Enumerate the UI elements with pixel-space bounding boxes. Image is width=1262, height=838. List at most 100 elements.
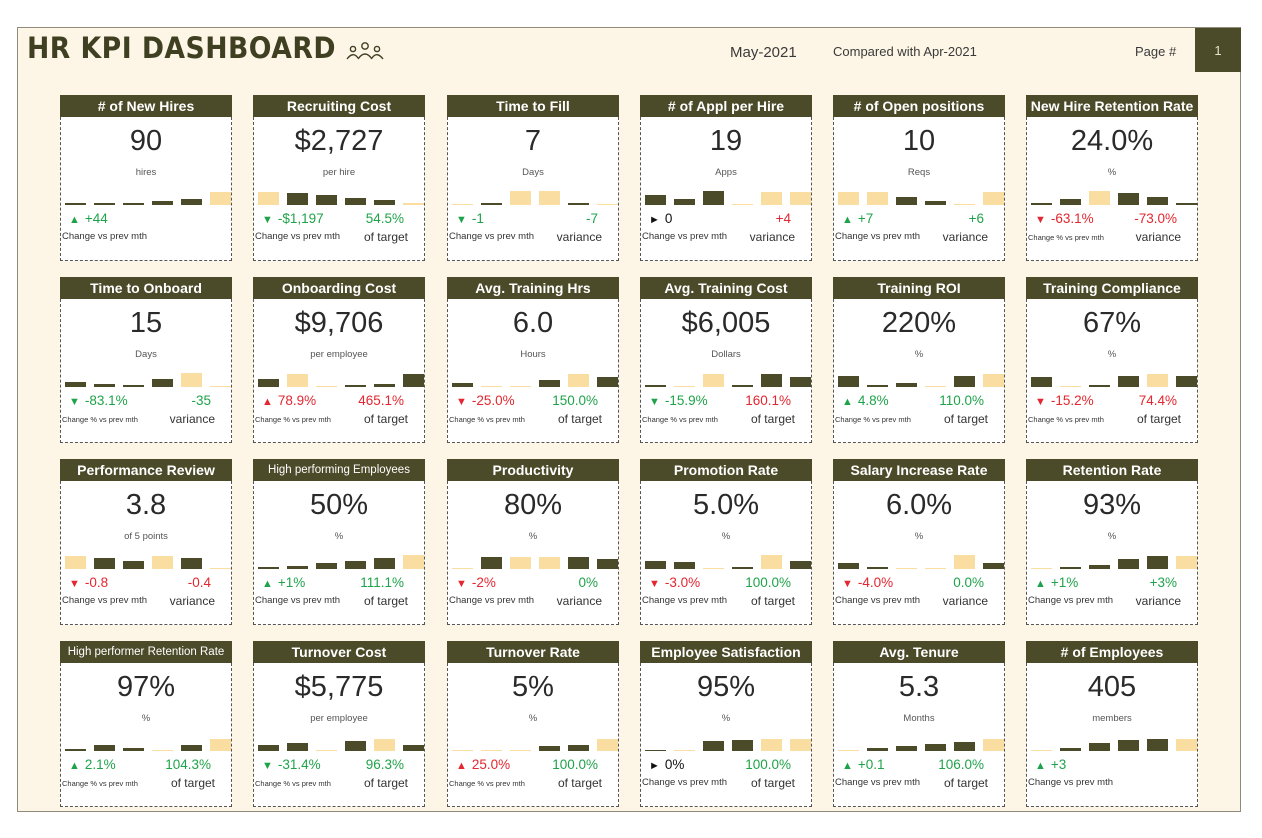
- dashboard-title: HR KPI DASHBOARD: [27, 31, 336, 65]
- trend-bar: [1031, 568, 1052, 569]
- change-indicator: ▲ 25.0%: [456, 757, 510, 772]
- trend-bar: [374, 384, 395, 387]
- change-value: +7: [857, 211, 874, 226]
- change-caption: Change vs prev mth: [835, 231, 921, 242]
- kpi-card-body: 10 Reqs ▲ +7 +6 Change vs prev mth variance: [833, 117, 1005, 261]
- trend-bar: [645, 561, 666, 569]
- trend-bar: [403, 745, 424, 751]
- trend-bar: [703, 568, 724, 569]
- kpi-card: # of Open positions 10 Reqs ▲ +7 +6 Change vs …: [833, 95, 1005, 261]
- change-indicator: ▼ -1: [456, 211, 484, 226]
- change-value: -1: [471, 211, 484, 226]
- kpi-card: Recruiting Cost $2,727 per hire ▼ -$1,197 54.…: [253, 95, 425, 261]
- kpi-card-body: 5.0%% ▼ -3.0% 100.0% Change vs prev mth of ta…: [640, 481, 812, 625]
- trend-bar: [954, 742, 975, 751]
- kpi-card-body: 6.0 Hours ▼ -25.0% 150.0% Change % vs prev mt…: [447, 299, 619, 443]
- arrow-up-icon: ▲: [456, 760, 467, 772]
- kpi-unit: %: [528, 713, 538, 724]
- arrow-up-icon: ▲: [842, 760, 853, 772]
- kpi-card: Avg. Training Hrs 6.0 Hours ▼ -25.0% 150.0% Ch…: [447, 277, 619, 443]
- trend-bar: [258, 745, 279, 751]
- arrow-right-icon: ►: [649, 214, 660, 226]
- kpi-card-title: Time to Onboard: [60, 277, 232, 299]
- kpi-value: 405: [1087, 671, 1137, 703]
- kpi-card-body: 67%% ▼ -15.2% 74.4% Change % vs prev mth of t…: [1026, 299, 1198, 443]
- secondary-metric: +6: [968, 211, 984, 226]
- trend-bar: [123, 561, 144, 569]
- trend-bar: [258, 192, 279, 205]
- trend-bar: [674, 562, 695, 569]
- kpi-value: 7: [524, 125, 542, 157]
- kpi-unit: %: [721, 713, 731, 724]
- change-value: -63.1%: [1050, 211, 1094, 226]
- change-indicator: ▲ +1%: [1035, 575, 1078, 590]
- trend-bar: [954, 555, 975, 569]
- trend-bar: [761, 555, 782, 569]
- change-indicator: ▼ -31.4%: [262, 757, 321, 772]
- kpi-card: Turnover Rate 5%% ▲ 25.0% 100.0% Change % vs …: [447, 641, 619, 807]
- trend-bar: [1031, 203, 1052, 205]
- trend-sparkbars: [450, 731, 618, 751]
- secondary-caption: of target: [170, 776, 215, 790]
- trend-sparkbars: [450, 185, 618, 205]
- change-value: 0: [664, 211, 673, 226]
- trend-bar: [645, 195, 666, 205]
- trend-bar: [539, 746, 560, 751]
- change-indicator: ▼ -63.1%: [1035, 211, 1094, 226]
- kpi-card-body: 5%% ▲ 25.0% 100.0% Change % vs prev mth of ta…: [447, 663, 619, 807]
- secondary-metric: 74.4%: [1138, 393, 1177, 408]
- trend-bar: [481, 557, 502, 569]
- change-value: +44: [84, 211, 108, 226]
- trend-bar: [1176, 203, 1197, 205]
- trend-bar: [345, 561, 366, 569]
- trend-bar: [452, 383, 473, 387]
- kpi-card-body: 6.0%% ▼ -4.0% 0.0% Change vs prev mth varianc…: [833, 481, 1005, 625]
- arrow-up-icon: ▲: [262, 396, 273, 408]
- kpi-unit: per hire: [322, 167, 356, 178]
- trend-bar: [345, 741, 366, 751]
- change-caption: Change % vs prev mth: [1028, 233, 1104, 242]
- change-caption: Change vs prev mth: [255, 231, 341, 242]
- trend-bar: [1060, 748, 1081, 751]
- trend-sparkbars: [836, 549, 1004, 569]
- change-indicator: ▲ +1%: [262, 575, 305, 590]
- trend-bar: [287, 374, 308, 387]
- change-indicator: ▼ -83.1%: [69, 393, 128, 408]
- secondary-metric: 100.0%: [745, 757, 791, 772]
- trend-bar: [645, 385, 666, 387]
- secondary-caption: of target: [1136, 412, 1181, 426]
- trend-bar: [316, 195, 337, 205]
- page-number-selector[interactable]: 1: [1195, 28, 1241, 72]
- kpi-value: 10: [902, 125, 936, 157]
- kpi-value: 67%: [1082, 307, 1142, 339]
- trend-bar: [896, 568, 917, 569]
- trend-bar: [481, 203, 502, 205]
- trend-sparkbars: [63, 367, 231, 387]
- secondary-metric: 111.1%: [360, 575, 404, 590]
- kpi-card-body: 7 Days ▼ -1 -7 Change vs prev mth variance: [447, 117, 619, 261]
- trend-bar: [790, 561, 811, 569]
- change-indicator: ▼ -15.9%: [649, 393, 708, 408]
- kpi-card-body: $2,727 per hire ▼ -$1,197 54.5% Change vs pre…: [253, 117, 425, 261]
- kpi-card-title: New Hire Retention Rate: [1026, 95, 1198, 117]
- kpi-card-title: Training ROI: [833, 277, 1005, 299]
- change-caption: Change vs prev mth: [62, 595, 148, 606]
- change-value: -0.8: [84, 575, 109, 590]
- trend-bar: [1147, 374, 1168, 387]
- trend-bar: [452, 750, 473, 751]
- trend-bar: [954, 376, 975, 387]
- trend-bar: [345, 198, 366, 205]
- kpi-value: $6,005: [681, 307, 771, 339]
- secondary-metric: -7: [585, 211, 598, 226]
- trend-sparkbars: [256, 731, 424, 751]
- change-value: -$1,197: [277, 211, 324, 226]
- trend-bar: [838, 192, 859, 205]
- trend-bar: [374, 739, 395, 751]
- kpi-value: 6.0%: [885, 489, 953, 521]
- kpi-value: 97%: [116, 671, 176, 703]
- trend-bar: [896, 746, 917, 751]
- secondary-caption: variance: [749, 230, 795, 244]
- change-indicator: ▲ +7: [842, 211, 873, 226]
- trend-bar: [1176, 556, 1197, 569]
- change-indicator: ▲ 4.8%: [842, 393, 889, 408]
